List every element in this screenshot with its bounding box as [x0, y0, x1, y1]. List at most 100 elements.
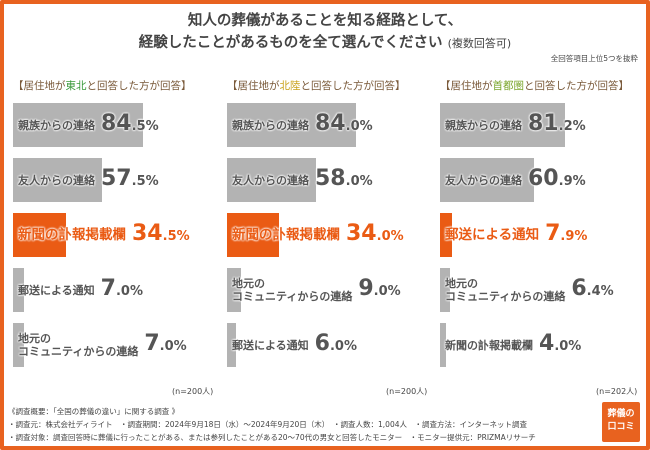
- bar-label-wrap: 親族からの連絡 81.2%: [445, 103, 586, 147]
- footer-line: ・調査元：株式会社ディライト ・調査期間：2024年9月18日（水）～2024年…: [8, 420, 527, 429]
- title-line1: 知人の葬儀があることを知る経路として、: [187, 13, 463, 29]
- heading-region: 首都圏: [492, 80, 525, 92]
- bar: [440, 323, 447, 367]
- bar-value: 6.4%: [571, 276, 614, 301]
- bar: [13, 158, 102, 202]
- logo: 葬儀の 口コミ: [602, 402, 640, 442]
- bar: [13, 268, 24, 312]
- bar: [227, 268, 241, 312]
- heading-post: と回答した方が回答】: [300, 80, 406, 92]
- survey-footer: 《調査概要：「全国の葬儀の違い」に関する調査 》 ・調査元：株式会社ディライト …: [8, 405, 536, 444]
- bar-row: 郵送による通知 7.9%: [440, 213, 650, 257]
- bar-row: 友人からの連絡 58.0%: [227, 158, 437, 202]
- bar-value: 60.9%: [528, 166, 586, 191]
- bar-label: 地元の コミュニティからの連絡: [18, 332, 139, 358]
- bar-label-wrap: 新聞の訃報掲載欄 34.5%: [18, 213, 190, 257]
- heading-pre: 【居住地が: [13, 80, 66, 92]
- bar-label: 郵送による通知: [445, 226, 540, 243]
- bar-label: 友人からの連絡: [232, 173, 309, 187]
- bar-row: 地元の コミュニティからの連絡 7.0%: [13, 323, 223, 367]
- bar: [227, 213, 280, 257]
- note: 全回答項目上位5つを抜粋: [550, 54, 638, 63]
- bar-value: 84.5%: [101, 111, 159, 136]
- bar-label: 地元の コミュニティからの連絡: [445, 277, 566, 303]
- title-line2-main: 経験したことがあるものを全て選んでください: [138, 35, 443, 51]
- heading-region: 北陸: [279, 80, 301, 92]
- bar-label-wrap: 新聞の訃報掲載欄 4.0%: [445, 323, 581, 367]
- panel-heading: 【居住地が東北と回答した方が回答】: [13, 78, 223, 96]
- chart-panel: 【居住地が北陸と回答した方が回答】 親族からの連絡 84.0% 友人からの連絡 58…: [227, 78, 437, 367]
- heading-region: 東北: [65, 80, 87, 92]
- bar-label-wrap: 郵送による通知 7.9%: [445, 213, 587, 257]
- bar-label-wrap: 親族からの連絡 84.0%: [232, 103, 373, 147]
- bar-value: 6.0%: [314, 331, 357, 356]
- bar-row: 友人からの連絡 60.9%: [440, 158, 650, 202]
- bar-row: 地元の コミュニティからの連絡 6.4%: [440, 268, 650, 312]
- bar-value: 34.0%: [346, 221, 404, 246]
- bar-row: 地元の コミュニティからの連絡 9.0%: [227, 268, 437, 312]
- sample-size: (n=200人): [386, 387, 428, 396]
- bar-label-wrap: 地元の コミュニティからの連絡 7.0%: [18, 323, 187, 367]
- bar-value: 7.0%: [100, 276, 143, 301]
- bar-row: 郵送による通知 6.0%: [227, 323, 437, 367]
- bar: [227, 103, 357, 147]
- bar: [440, 158, 534, 202]
- panel-heading: 【居住地が首都圏と回答した方が回答】: [440, 78, 650, 96]
- bar-value: 9.0%: [358, 276, 401, 301]
- bar: [13, 103, 144, 147]
- bar-label: 郵送による通知: [18, 283, 95, 297]
- bar: [440, 268, 450, 312]
- title-line2: 経験したことがあるものを全て選んでください (複数回答可): [0, 32, 650, 55]
- chart-panel: 【居住地が東北と回答した方が回答】 親族からの連絡 84.5% 友人からの連絡 57…: [13, 78, 223, 367]
- bar-label: 友人からの連絡: [445, 173, 522, 187]
- footer-line: ・調査対象：調査回答時に葬儀に行ったことがある、または参列したことがある20～7…: [8, 433, 536, 442]
- bar-value: 34.5%: [132, 221, 190, 246]
- bar-value: 7.0%: [144, 331, 187, 356]
- bar-value: 4.0%: [539, 331, 582, 356]
- panel-heading: 【居住地が北陸と回答した方が回答】: [227, 78, 437, 96]
- logo-text: 口コミ: [607, 422, 635, 432]
- bar-row: 友人からの連絡 57.5%: [13, 158, 223, 202]
- chart-title: 知人の葬儀があることを知る経路として、 経験したことがあるものを全て選んでくださ…: [0, 10, 650, 55]
- bar-label-wrap: 友人からの連絡 58.0%: [232, 158, 373, 202]
- bar-value: 81.2%: [528, 111, 586, 136]
- title-line2-sub: (複数回答可): [447, 37, 512, 50]
- bar-label-wrap: 地元の コミュニティからの連絡 9.0%: [232, 268, 401, 312]
- heading-pre: 【居住地が: [227, 80, 280, 92]
- bar-row: 新聞の訃報掲載欄 34.5%: [13, 213, 223, 257]
- bar: [227, 158, 317, 202]
- bar-label-wrap: 友人からの連絡 60.9%: [445, 158, 586, 202]
- bar-label-wrap: 友人からの連絡 57.5%: [18, 158, 159, 202]
- bar: [440, 213, 453, 257]
- bar-value: 58.0%: [315, 166, 373, 191]
- bar-value: 7.9%: [545, 221, 588, 246]
- bar-label: 親族からの連絡: [445, 118, 522, 132]
- bar-label: 新聞の訃報掲載欄: [445, 338, 533, 352]
- bar-label: 地元の コミュニティからの連絡: [232, 277, 353, 303]
- heading-post: と回答した方が回答】: [524, 80, 629, 92]
- bar-label: 親族からの連絡: [232, 118, 309, 132]
- bar-label-wrap: 地元の コミュニティからの連絡 6.4%: [445, 268, 614, 312]
- bar: [13, 213, 67, 257]
- bar-row: 親族からの連絡 84.0%: [227, 103, 437, 147]
- bar: [13, 323, 24, 367]
- sample-size: (n=200人): [172, 387, 214, 396]
- heading-pre: 【居住地が: [440, 80, 493, 92]
- bar-label: 郵送による通知: [232, 338, 309, 352]
- sample-size: (n=202人): [596, 387, 638, 396]
- footer-line: 《調査概要：「全国の葬儀の違い」に関する調査 》: [8, 407, 180, 416]
- bar-label: 友人からの連絡: [18, 173, 95, 187]
- bar: [440, 103, 566, 147]
- bar-row: 新聞の訃報掲載欄 4.0%: [440, 323, 650, 367]
- logo-text: 葬儀の: [607, 409, 635, 419]
- heading-post: と回答した方が回答】: [86, 80, 192, 92]
- chart-panel: 【居住地が首都圏と回答した方が回答】 親族からの連絡 81.2% 友人からの連絡 6…: [440, 78, 650, 367]
- bar-row: 郵送による通知 7.0%: [13, 268, 223, 312]
- bar-value: 57.5%: [101, 166, 159, 191]
- bar-label: 新聞の訃報掲載欄: [18, 226, 126, 243]
- bar-label: 新聞の訃報掲載欄: [232, 226, 340, 243]
- bar-label-wrap: 親族からの連絡 84.5%: [18, 103, 159, 147]
- bar-row: 新聞の訃報掲載欄 34.0%: [227, 213, 437, 257]
- bar-row: 親族からの連絡 84.5%: [13, 103, 223, 147]
